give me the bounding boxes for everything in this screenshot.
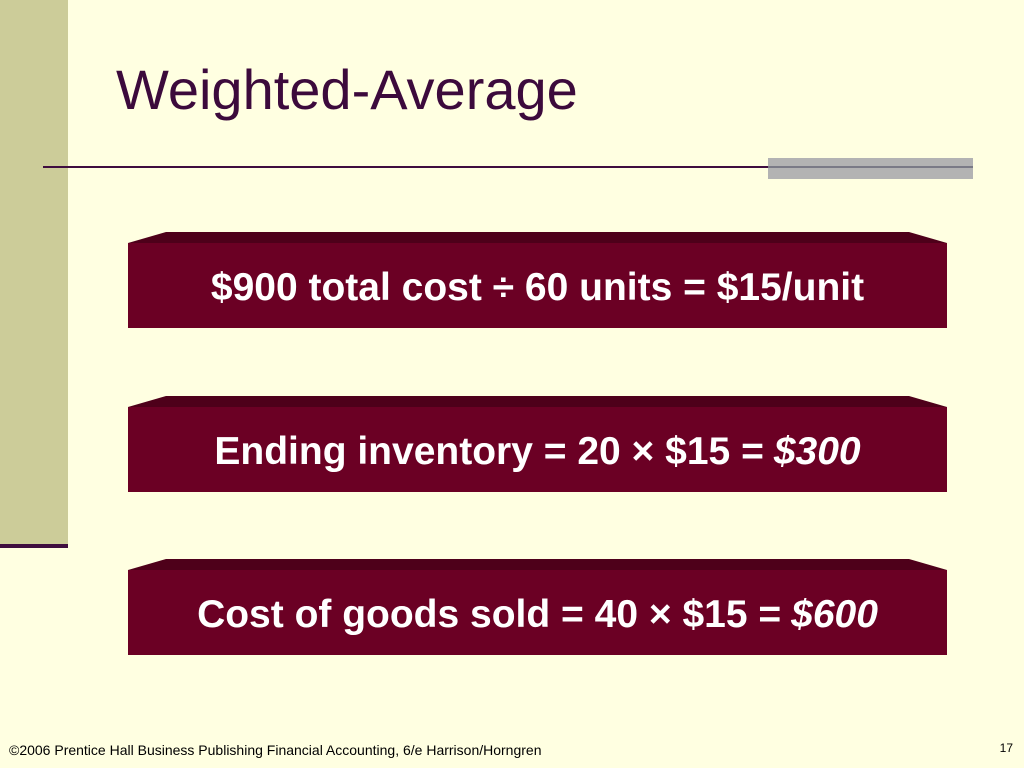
panel-text: Cost of goods sold = 40 × $15 = $600 bbox=[128, 559, 947, 655]
sidebar-underline bbox=[0, 544, 68, 548]
panel-formula-text: Cost of goods sold = 40 × $15 = bbox=[197, 593, 782, 636]
slide-title: Weighted-Average bbox=[116, 58, 578, 121]
footer-copyright: ©2006 Prentice Hall Business Publishing … bbox=[9, 742, 542, 758]
panel-formula-text: Ending inventory = 20 × $15 = bbox=[214, 430, 764, 473]
panel-background bbox=[128, 559, 947, 655]
formula-panel-ending-inventory: Ending inventory = 20 × $15 = $300 bbox=[128, 396, 947, 492]
panel-background bbox=[128, 396, 947, 492]
panel-result-value: $300 bbox=[773, 430, 861, 473]
title-divider-accent bbox=[768, 158, 973, 179]
panel-result-value: $600 bbox=[791, 593, 878, 636]
panel-formula-text: $900 total cost ÷ 60 units = $15/unit bbox=[210, 266, 865, 309]
left-sidebar-bar bbox=[0, 0, 68, 545]
title-divider bbox=[43, 166, 973, 168]
formula-panel-average-cost: $900 total cost ÷ 60 units = $15/unit bbox=[128, 232, 947, 328]
title-divider-accent-line bbox=[768, 166, 973, 168]
panel-text: $900 total cost ÷ 60 units = $15/unit bbox=[128, 232, 947, 328]
panel-background bbox=[128, 232, 947, 328]
panel-text: Ending inventory = 20 × $15 = $300 bbox=[128, 396, 947, 492]
page-number: 17 bbox=[999, 741, 1013, 755]
formula-panel-cost-of-goods-sold: Cost of goods sold = 40 × $15 = $600 bbox=[128, 559, 947, 655]
